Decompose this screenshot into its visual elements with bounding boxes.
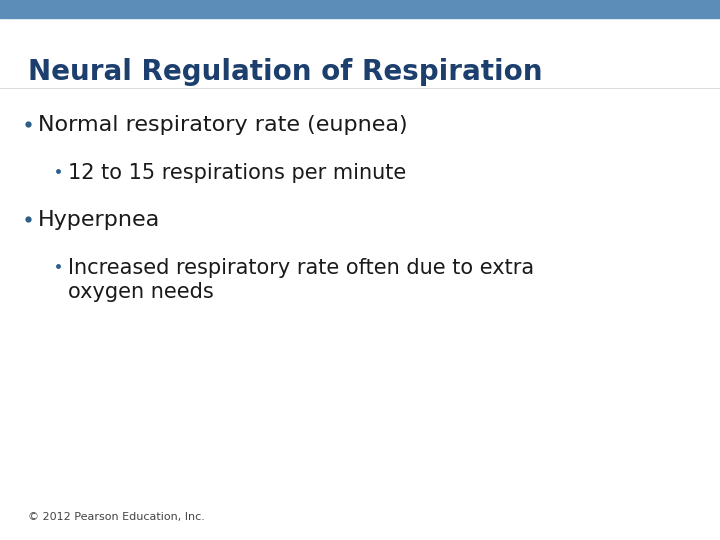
Text: 12 to 15 respirations per minute: 12 to 15 respirations per minute	[68, 163, 406, 183]
Text: Normal respiratory rate (eupnea): Normal respiratory rate (eupnea)	[38, 115, 408, 135]
Text: © 2012 Pearson Education, Inc.: © 2012 Pearson Education, Inc.	[28, 512, 205, 522]
Text: Neural Regulation of Respiration: Neural Regulation of Respiration	[28, 58, 542, 86]
Text: Increased respiratory rate often due to extra
oxygen needs: Increased respiratory rate often due to …	[68, 258, 534, 302]
Text: Hyperpnea: Hyperpnea	[38, 210, 161, 230]
Bar	[0, 0, 720, 18]
